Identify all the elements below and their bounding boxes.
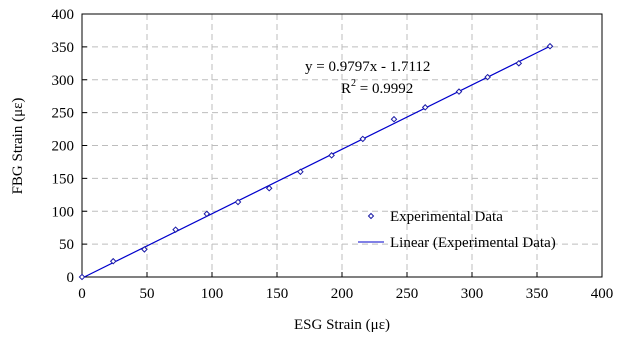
data-point <box>265 184 273 192</box>
y-tick-label: 400 <box>52 7 75 23</box>
y-tick-label: 350 <box>52 40 75 56</box>
trendline-layer <box>84 45 551 278</box>
y-tick-labels: 0 50 100 150 200 250 300 350 400 <box>52 7 75 286</box>
x-tick-label: 200 <box>331 286 354 302</box>
data-point <box>390 115 398 123</box>
data-point <box>78 273 86 281</box>
legend-label-linear: Linear (Experimental Data) <box>390 235 556 251</box>
x-tick-label: 400 <box>591 286 614 302</box>
r-squared: R2 = 0.9992 <box>341 78 413 97</box>
data-point <box>515 60 523 67</box>
x-tick-label: 350 <box>526 286 549 302</box>
data-point <box>203 210 211 218</box>
data-point <box>297 168 304 176</box>
data-point <box>328 152 335 159</box>
data-point <box>546 42 554 50</box>
x-axis-title: ESG Strain (με) <box>294 317 390 333</box>
y-tick-label: 300 <box>52 73 75 89</box>
x-tick-label: 150 <box>266 286 289 302</box>
data-point <box>455 88 463 95</box>
trend-equation: y = 0.9797x - 1.7112 <box>305 59 430 75</box>
r-squared-value: = 0.9992 <box>356 81 413 97</box>
legend-label-experimental: Experimental Data <box>390 209 503 225</box>
y-tick-label: 50 <box>59 237 74 253</box>
x-tick-label: 100 <box>201 286 224 302</box>
y-tick-label: 200 <box>52 139 75 155</box>
y-tick-label: 0 <box>67 270 75 286</box>
data-point <box>172 226 179 233</box>
data-point <box>234 198 242 206</box>
y-axis-title: FBG Strain (με) <box>10 98 26 195</box>
data-point <box>359 135 367 143</box>
trendline <box>84 45 551 278</box>
data-point <box>421 104 429 111</box>
x-tick-label: 250 <box>396 286 419 302</box>
legend: Experimental Data Linear (Experimental D… <box>358 209 556 251</box>
data-point <box>484 73 491 81</box>
x-tick-labels: 0 50 100 150 200 250 300 350 400 <box>78 286 613 302</box>
data-point <box>141 246 148 253</box>
legend-marker-diamond <box>367 212 375 220</box>
r-squared-prefix: R <box>341 81 351 97</box>
x-tick-label: 300 <box>461 286 484 302</box>
y-tick-label: 150 <box>52 171 75 187</box>
x-tick-label: 50 <box>140 286 155 302</box>
y-tick-label: 250 <box>52 106 75 122</box>
x-tick-label: 0 <box>78 286 86 302</box>
grid <box>82 14 602 277</box>
data-points <box>78 42 554 281</box>
y-tick-label: 100 <box>52 204 75 220</box>
data-point <box>109 257 117 265</box>
r-squared-exponent: 2 <box>351 78 356 89</box>
